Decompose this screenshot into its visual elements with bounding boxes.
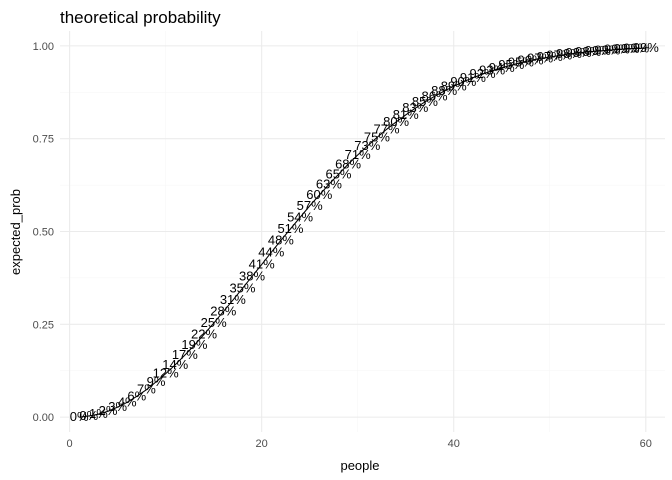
point-label: 97% <box>527 50 553 65</box>
point-label: 99% <box>633 40 659 55</box>
grid-minor <box>60 31 665 432</box>
point-label: 19% <box>181 337 207 352</box>
point-label: 97% <box>537 49 563 64</box>
point-label: 85% <box>412 94 438 109</box>
point-label: 31% <box>220 292 246 307</box>
point-label: 17% <box>172 347 198 362</box>
point-label: 4% <box>118 394 137 409</box>
point-label: 98% <box>566 45 592 60</box>
point-label: 57% <box>297 198 323 213</box>
point-label: 99% <box>585 43 611 58</box>
point-label: 35% <box>229 280 255 295</box>
point-label: 83% <box>402 100 428 115</box>
y-tick-label: 0.25 <box>33 319 54 331</box>
point-label: 99% <box>623 40 649 55</box>
series-line <box>79 47 646 418</box>
grid-major <box>60 31 665 432</box>
point-label: 41% <box>249 257 275 272</box>
point-label: 63% <box>316 176 342 191</box>
point-label: 90% <box>450 74 476 89</box>
curve-layer <box>79 47 646 418</box>
point-label: 89% <box>441 78 467 93</box>
point-label: 81% <box>393 107 419 122</box>
y-axis-title: expected_prob <box>8 189 23 275</box>
point-label: 91% <box>460 70 486 85</box>
y-tick-label: 0.50 <box>33 227 54 239</box>
point-label: 48% <box>268 232 294 247</box>
x-tick-label: 60 <box>640 438 652 450</box>
y-axis-ticks: 0.00 0.25 0.50 0.75 1.00 <box>33 41 54 424</box>
y-tick-label: 0.75 <box>33 134 54 146</box>
point-label: 0% <box>79 408 98 423</box>
point-label: 2% <box>99 403 118 418</box>
point-label: 92% <box>470 66 496 81</box>
x-tick-label: 0 <box>67 438 73 450</box>
point-label: 99% <box>604 42 630 57</box>
point-label: 96% <box>518 52 544 67</box>
y-tick-label: 0.00 <box>33 412 54 424</box>
point-label: 68% <box>335 156 361 171</box>
point-label: 95% <box>508 55 534 70</box>
point-label: 73% <box>354 138 380 153</box>
point-label: 95% <box>498 57 524 72</box>
point-label: 88% <box>431 83 457 98</box>
x-tick-label: 40 <box>448 438 460 450</box>
point-label: 7% <box>137 382 156 397</box>
point-label: 1% <box>89 406 108 421</box>
point-label: 51% <box>277 221 303 236</box>
point-label: 12% <box>153 366 179 381</box>
point-label: 9% <box>147 374 166 389</box>
point-label: 28% <box>210 304 236 319</box>
y-tick-label: 1.00 <box>33 41 54 53</box>
point-label: 54% <box>287 209 313 224</box>
point-label: 99% <box>614 41 640 56</box>
chart-title: theoretical probability <box>60 8 221 27</box>
point-labels: 0%0%1%2%3%4%6%7%9%12%14%17%19%22%25%28%3… <box>70 40 659 424</box>
point-label: 71% <box>345 147 371 162</box>
point-label: 86% <box>422 88 448 103</box>
point-label: 80% <box>383 114 409 129</box>
point-label: 65% <box>325 166 351 181</box>
x-tick-label: 20 <box>256 438 268 450</box>
point-label: 0% <box>70 409 89 424</box>
point-label: 14% <box>162 357 188 372</box>
point-label: 3% <box>108 399 127 414</box>
point-label: 22% <box>191 326 217 341</box>
point-label: 77% <box>373 121 399 136</box>
point-label: 93% <box>479 63 505 78</box>
point-label: 44% <box>258 244 284 259</box>
point-label: 38% <box>239 268 265 283</box>
point-label: 94% <box>489 60 515 75</box>
x-axis-ticks: 0 20 40 60 <box>67 438 652 450</box>
point-label: 75% <box>364 130 390 145</box>
point-label: 98% <box>575 44 601 59</box>
point-label: 99% <box>594 42 620 57</box>
point-label: 98% <box>556 46 582 61</box>
point-label: 97% <box>546 48 572 63</box>
x-axis-title: people <box>340 458 379 473</box>
point-label: 6% <box>127 388 146 403</box>
point-label: 25% <box>201 315 227 330</box>
point-label: 60% <box>306 187 332 202</box>
